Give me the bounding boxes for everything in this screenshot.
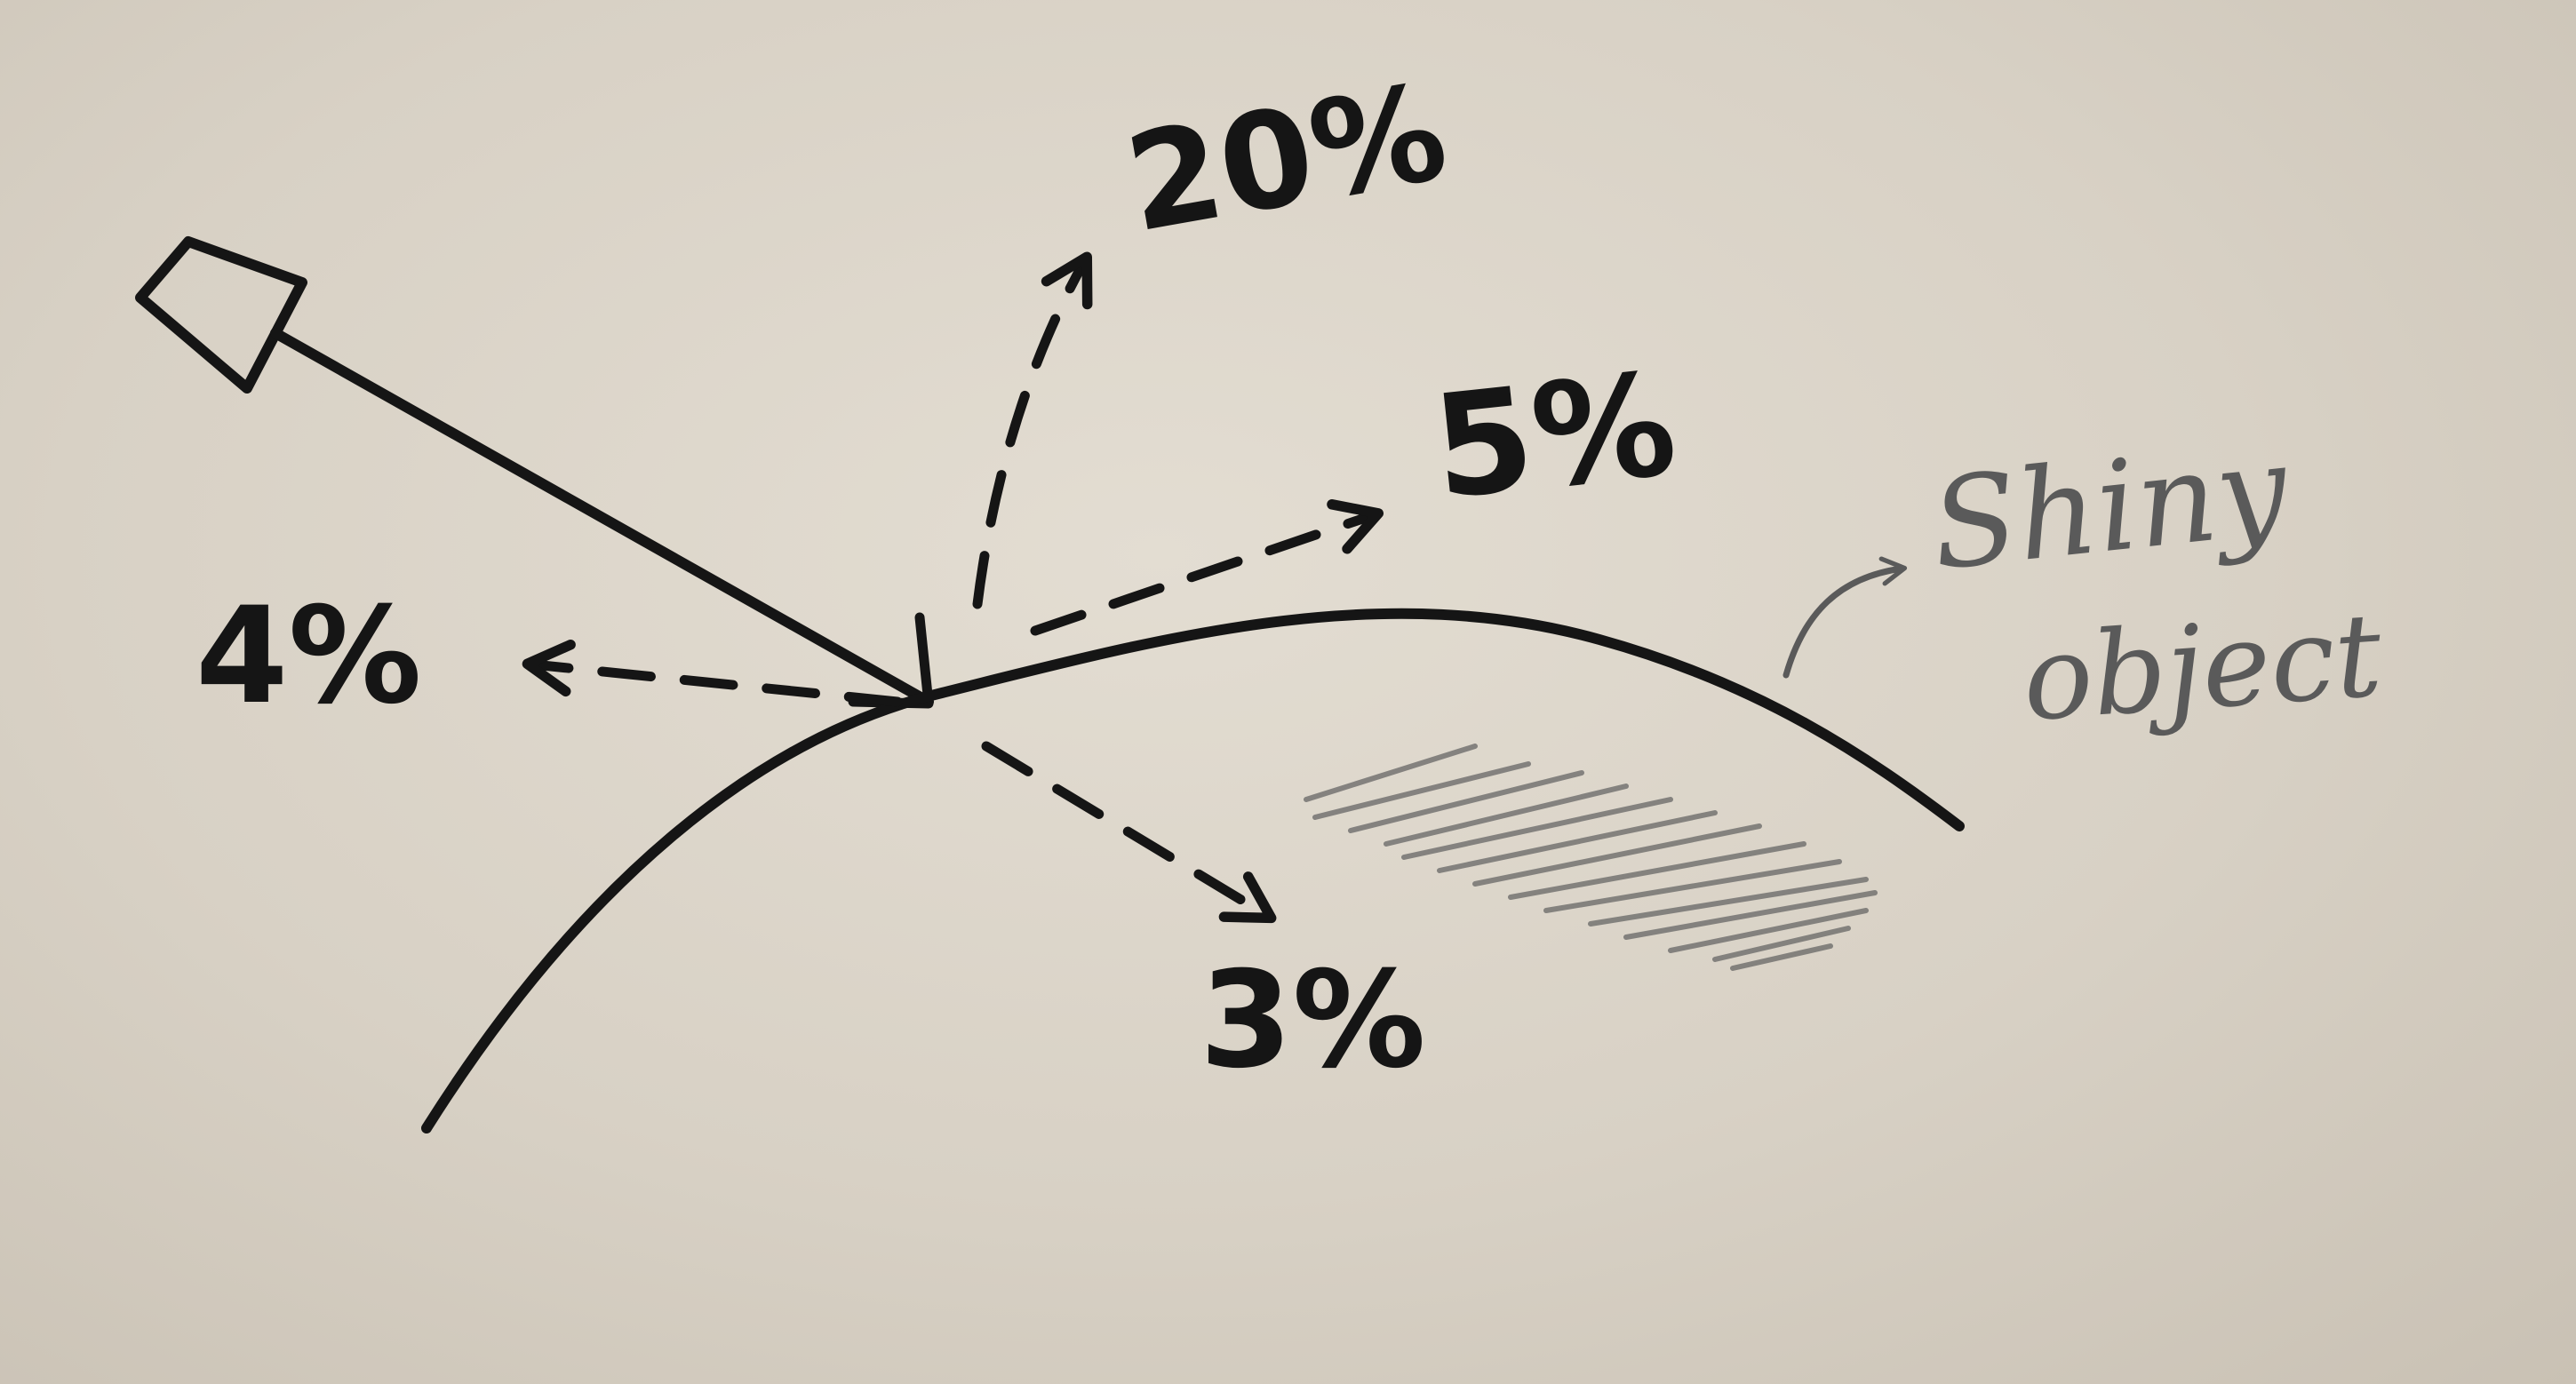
label-object-line2: object bbox=[2019, 587, 2387, 747]
light-source-icon bbox=[135, 236, 307, 394]
surface-shading bbox=[1304, 744, 1878, 971]
object-surface-curve bbox=[421, 608, 1965, 1133]
reflected-ray-down bbox=[981, 741, 1277, 924]
incident-ray bbox=[270, 328, 934, 707]
object-pointer-arrow bbox=[1782, 556, 1908, 679]
label-reflect-right: 5% bbox=[1425, 340, 1683, 530]
label-reflect-left: 4% bbox=[195, 579, 422, 734]
reflected-ray-left bbox=[522, 639, 903, 707]
reflected-ray-right bbox=[1030, 499, 1384, 636]
label-object-line1: Shiny bbox=[1926, 418, 2296, 599]
label-reflect-up: 20% bbox=[1116, 55, 1457, 263]
label-reflect-down: 3% bbox=[1200, 943, 1426, 1098]
reflected-ray-up bbox=[972, 251, 1093, 609]
